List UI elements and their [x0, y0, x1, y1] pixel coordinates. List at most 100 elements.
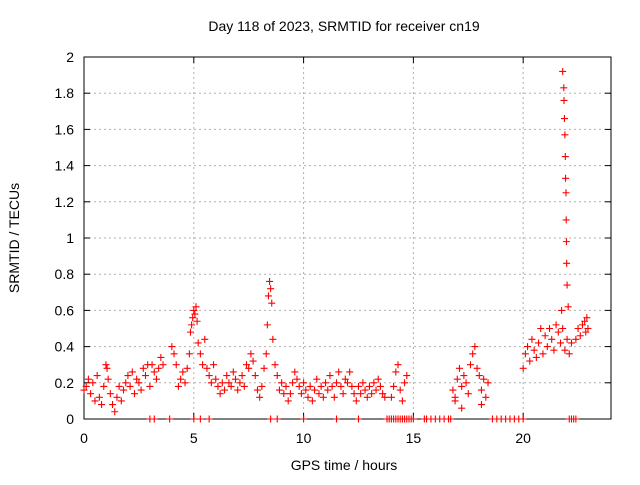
data-point: [264, 292, 272, 300]
x-tick-label: 10: [296, 430, 312, 446]
data-point: [462, 379, 470, 387]
data-point: [93, 372, 101, 380]
data-point: [562, 216, 570, 224]
data-point: [275, 386, 283, 394]
data-point: [466, 361, 474, 369]
data-point: [565, 350, 573, 358]
data-point: [295, 382, 303, 390]
data-point: [574, 325, 582, 332]
data-point: [89, 379, 97, 387]
y-tick-label: 0.4: [55, 339, 75, 355]
data-point: [192, 303, 200, 311]
data-point: [562, 189, 570, 197]
data-point: [141, 372, 149, 380]
data-point: [372, 386, 380, 394]
data-point: [326, 372, 334, 380]
data-point: [354, 382, 362, 390]
data-point: [562, 238, 570, 246]
data-point: [205, 415, 213, 423]
y-tick-label: 0: [66, 411, 74, 427]
data-point: [455, 364, 463, 372]
data-point: [396, 386, 404, 394]
data-point: [293, 375, 301, 383]
data-point: [319, 393, 327, 401]
grid: [84, 57, 611, 419]
data-point: [361, 386, 369, 394]
data-point: [401, 379, 409, 387]
data-point: [238, 372, 246, 380]
data-markers: [80, 67, 592, 423]
data-point: [390, 382, 398, 390]
data-point: [170, 350, 178, 358]
data-point: [567, 339, 575, 347]
data-point: [216, 390, 224, 398]
data-point: [300, 415, 308, 423]
data-point: [521, 350, 529, 358]
data-point: [581, 317, 589, 325]
data-point: [558, 306, 566, 314]
data-point: [190, 415, 198, 423]
data-point: [564, 303, 572, 311]
data-point: [221, 386, 229, 394]
data-point: [91, 397, 99, 405]
data-point: [260, 364, 268, 372]
data-point: [148, 361, 156, 369]
data-point: [563, 335, 571, 343]
y-tick-label: 0.2: [55, 375, 75, 391]
data-point: [159, 361, 167, 369]
data-point: [82, 382, 90, 390]
data-point: [278, 379, 286, 387]
data-point: [174, 382, 182, 390]
data-point: [196, 350, 204, 358]
data-point: [578, 321, 586, 329]
data-point: [370, 379, 378, 387]
data-point: [313, 375, 321, 383]
data-point: [177, 375, 185, 383]
data-point: [561, 153, 569, 161]
data-point: [519, 415, 527, 423]
data-point: [236, 379, 244, 387]
data-point: [166, 415, 174, 423]
axis-ticks: 0 5 10 15 20 0 0.2 0.4 0.6 0.8 1 1.2 1.4 1.6 1.8 2: [55, 49, 611, 446]
data-point: [560, 115, 568, 123]
data-point: [572, 335, 580, 343]
data-point: [526, 357, 534, 365]
data-point: [561, 131, 569, 139]
data-point: [128, 368, 136, 376]
data-point: [124, 372, 132, 380]
data-point: [560, 96, 568, 104]
data-point: [207, 379, 215, 387]
x-tick-label: 15: [406, 430, 422, 446]
data-point: [563, 281, 571, 289]
data-point: [137, 386, 145, 394]
data-point: [333, 379, 341, 387]
data-point: [146, 382, 154, 390]
data-point: [532, 353, 540, 361]
data-point: [289, 379, 297, 387]
data-point: [394, 361, 402, 369]
data-point: [188, 321, 196, 329]
data-point: [95, 393, 103, 401]
data-point: [381, 393, 389, 401]
data-point: [104, 375, 112, 383]
data-point: [234, 386, 242, 394]
y-tick-label: 0.6: [55, 302, 75, 318]
data-point: [550, 346, 558, 354]
data-point: [576, 332, 584, 340]
data-point: [449, 386, 457, 394]
data-point: [359, 379, 367, 387]
data-point: [458, 382, 466, 390]
data-point: [335, 368, 343, 376]
data-point: [256, 393, 264, 401]
data-point: [150, 368, 158, 376]
data-point: [191, 310, 199, 318]
data-point: [300, 379, 308, 387]
y-tick-label: 1.6: [55, 121, 75, 137]
data-point: [253, 386, 261, 394]
data-point: [561, 346, 569, 354]
data-point: [339, 390, 347, 398]
data-point: [453, 375, 461, 383]
data-point: [350, 390, 358, 398]
data-point: [273, 372, 281, 380]
